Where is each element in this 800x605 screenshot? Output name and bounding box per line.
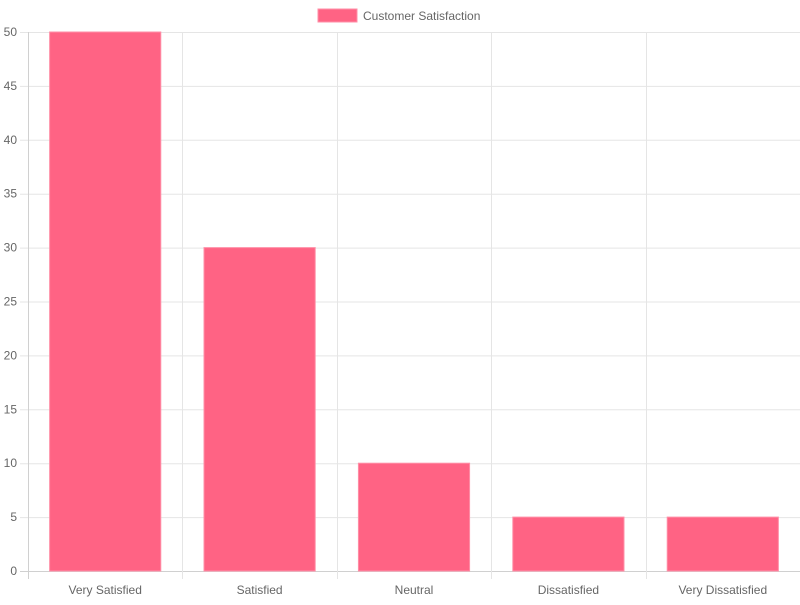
y-tick-label: 50 (4, 25, 18, 39)
bar[interactable] (203, 247, 316, 572)
y-tick-label: 40 (4, 133, 18, 147)
legend-swatch (317, 8, 358, 23)
y-tick-label: 35 (4, 187, 18, 201)
y-tick-label: 20 (4, 348, 18, 362)
bars-layer (49, 31, 779, 572)
x-tick-label: Very Dissatisfied (678, 583, 767, 597)
x-tick-label: Very Satisfied (69, 583, 142, 597)
bar[interactable] (512, 516, 625, 572)
y-tick-label: 45 (4, 79, 18, 93)
x-tick-label: Neutral (395, 583, 434, 597)
x-tick-label: Dissatisfied (538, 583, 599, 597)
y-tick-label: 0 (10, 564, 17, 578)
y-tick-label: 30 (4, 241, 18, 255)
y-tick-label: 25 (4, 295, 18, 309)
bar[interactable] (49, 31, 162, 572)
y-tick-label: 15 (4, 402, 18, 416)
y-tick-label: 5 (10, 510, 17, 524)
chart-legend[interactable]: Customer Satisfaction (317, 8, 480, 23)
axis-layer: 0 5 10 15 20 25 30 35 40 45 50 Very Satisfied Satisf… (4, 25, 768, 597)
bar[interactable] (357, 462, 471, 572)
bar[interactable] (666, 516, 779, 572)
x-tick-label: Satisfied (237, 583, 283, 597)
y-tick-label: 10 (4, 456, 18, 470)
legend-label: Customer Satisfaction (363, 9, 480, 23)
